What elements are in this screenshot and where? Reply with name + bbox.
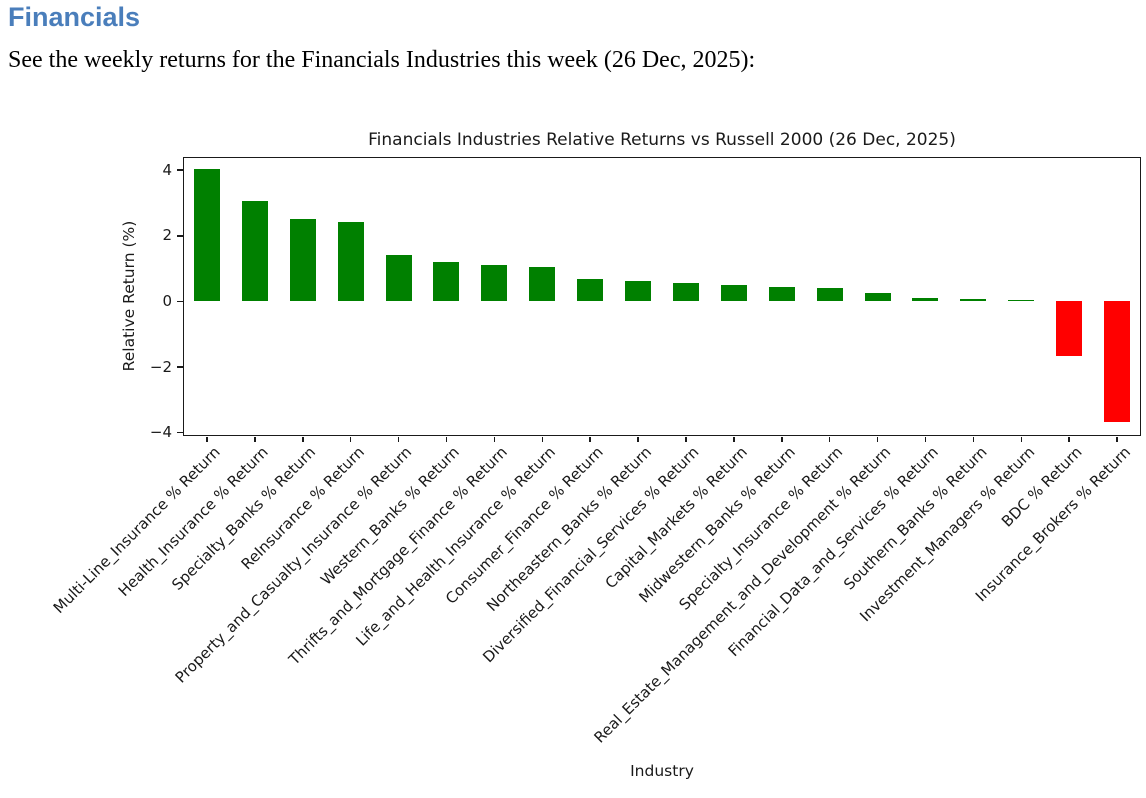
chart-title: Financials Industries Relative Returns v… (368, 130, 956, 150)
bar (960, 299, 987, 302)
x-tick-mark (589, 436, 591, 442)
x-tick-mark (254, 436, 256, 442)
bar (1056, 301, 1083, 356)
x-tick-mark (876, 436, 879, 442)
x-tick-mark (685, 436, 687, 442)
y-tick-label: −2 (149, 357, 172, 376)
x-tick-mark (349, 436, 352, 442)
x-tick-mark (541, 436, 543, 442)
y-tick-mark (177, 300, 183, 303)
bar (1008, 300, 1035, 302)
x-tick-mark (733, 436, 735, 442)
bar (241, 200, 268, 302)
plot-area (183, 157, 1141, 436)
x-tick-mark (1116, 436, 1118, 442)
bar (577, 279, 604, 302)
x-tick-mark (397, 436, 400, 442)
x-tick-mark (1068, 436, 1070, 442)
bar (720, 285, 747, 302)
bar (433, 261, 460, 302)
y-tick-label: 4 (162, 160, 172, 179)
x-tick-label: Multi-Line_Insurance % Return (49, 443, 224, 617)
bar (1104, 301, 1131, 422)
y-tick-mark (177, 235, 183, 237)
x-tick-mark (493, 436, 496, 442)
bar (768, 287, 795, 302)
x-tick-mark (302, 436, 304, 442)
x-tick-mark (828, 436, 831, 442)
y-tick-mark (177, 366, 183, 368)
x-tick-mark (445, 436, 448, 442)
x-tick-mark (781, 436, 783, 442)
bar (672, 283, 699, 302)
x-tick-label: Investment_Managers % Return (855, 443, 1038, 626)
x-tick-mark (1020, 436, 1022, 442)
bar (912, 298, 939, 302)
bar (337, 221, 364, 302)
x-axis-label: Industry (630, 762, 694, 780)
x-tick-mark (924, 436, 927, 442)
intro-text: See the weekly returns for the Financial… (8, 47, 756, 73)
bar (816, 288, 843, 302)
bar (864, 293, 891, 302)
bar (289, 218, 316, 302)
bar (193, 169, 220, 302)
x-tick-mark (972, 436, 975, 442)
bar (385, 255, 412, 302)
bar (529, 266, 556, 302)
y-tick-mark (177, 169, 183, 171)
y-tick-label: 0 (162, 291, 172, 310)
x-tick-mark (206, 436, 208, 442)
x-tick-mark (637, 436, 639, 442)
bar (481, 265, 508, 302)
y-tick-label: −4 (149, 423, 172, 442)
y-tick-label: 2 (162, 226, 172, 245)
y-tick-mark (177, 431, 183, 434)
page-title: Financials (8, 2, 141, 32)
bar (625, 281, 652, 302)
